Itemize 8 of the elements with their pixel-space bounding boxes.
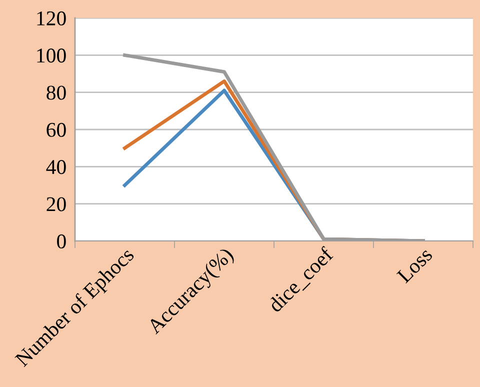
y-tick-label: 80 [46, 86, 66, 100]
y-tick-label: 40 [46, 160, 66, 174]
y-tick-label: 100 [37, 48, 66, 63]
y-tick-label: 120 [37, 11, 66, 26]
y-tick-label: 60 [46, 122, 66, 137]
y-tick-label: 0 [57, 234, 66, 248]
y-tick-label: 20 [46, 197, 66, 212]
x-tick-label: Loss [396, 246, 434, 284]
